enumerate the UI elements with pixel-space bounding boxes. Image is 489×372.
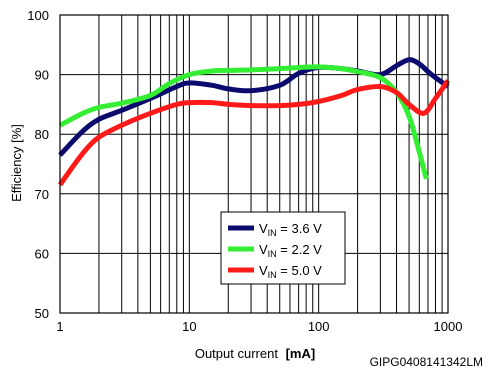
y-tick-label: 80 [35,127,49,142]
x-axis-label: Output current [mA] [195,346,315,361]
y-tick-label: 100 [27,8,49,23]
series-line-3 [57,79,451,187]
series-layer [57,57,451,187]
series-line-2 [58,64,429,180]
series-line-1 [58,57,450,157]
legend-entry-2: VIN = 2.2 V [259,242,322,259]
x-tick-label: 10 [182,319,196,334]
plot-frame [59,14,449,314]
y-tick-label: 70 [35,187,49,202]
x-axis-label-text: Output current [195,346,278,361]
y-tick-label: 90 [35,68,49,83]
x-axis-label-unit: [mA] [286,346,316,361]
x-tick-label: 1000 [434,319,463,334]
legend-entry-3: VIN = 5.0 V [259,263,322,280]
figure-code: GIPG0408141342LM [370,355,483,369]
y-axis-label: Efficiency [%] [9,124,24,202]
x-tick-label: 1 [56,319,63,334]
x-tick-label: 100 [308,319,330,334]
y-tick-label: 50 [35,306,49,321]
legend: VIN = 3.6 V VIN = 2.2 V VIN = 5.0 V [220,211,346,285]
tick-labels: 1 10 100 1000 50 60 70 80 90 100 [27,8,462,334]
y-tick-label: 60 [35,246,49,261]
legend-entry-1: VIN = 3.6 V [259,221,322,238]
